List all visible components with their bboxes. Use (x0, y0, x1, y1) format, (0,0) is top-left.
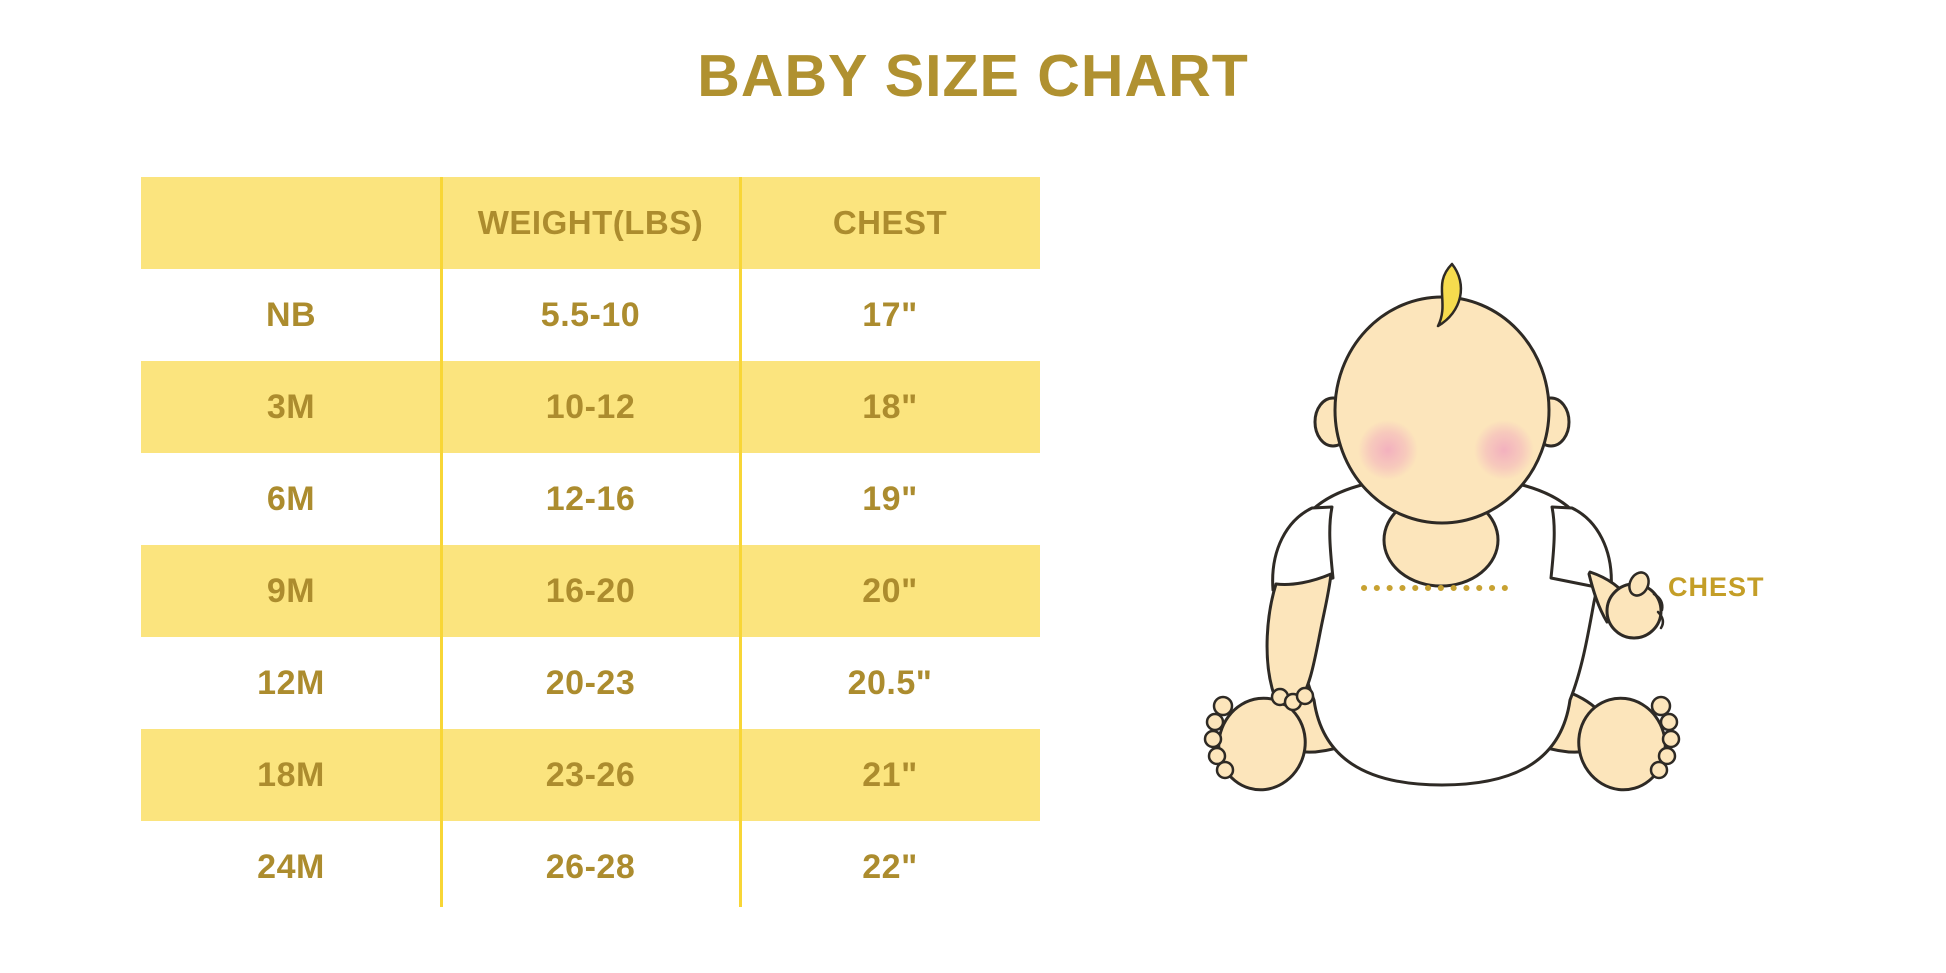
column-divider-1 (440, 177, 443, 907)
size-table-body: NB 5.5-10 17" 3M 10-12 18" 6M 12-16 19" 9M 16-20 20… (141, 269, 1040, 913)
cell-chest: 17" (862, 295, 918, 334)
cell-chest: 19" (862, 479, 918, 518)
table-row: NB 5.5-10 17" (141, 269, 1040, 361)
baby-illustration: CHEST (1190, 250, 1810, 810)
table-header-row: WEIGHT(LBS) CHEST (141, 177, 1040, 269)
table-row: 6M 12-16 19" (141, 453, 1040, 545)
cell-size: 24M (257, 847, 325, 886)
baby-left-foot (1203, 695, 1307, 792)
cell-chest: 20" (862, 571, 918, 610)
baby-figure-graphic (1203, 262, 1681, 792)
cell-chest: 22" (862, 847, 918, 886)
baby-head (1333, 295, 1551, 525)
header-size (141, 177, 441, 269)
cell-weight_lbs: 23-26 (545, 755, 636, 794)
table-row: 3M 10-12 18" (141, 361, 1040, 453)
baby-right-foot (1577, 695, 1681, 792)
baby-legs (1203, 682, 1681, 792)
baby-left-arm (1265, 572, 1333, 712)
cell-weight_lbs: 5.5-10 (540, 295, 641, 334)
cell-size: 6M (266, 479, 316, 518)
cell-weight_lbs: 12-16 (545, 479, 636, 518)
baby-right-arm (1587, 570, 1665, 640)
cell-chest: 18" (862, 387, 918, 426)
table-row: 12M 20-23 20.5" (141, 637, 1040, 729)
header-weight: WEIGHT(LBS) (477, 204, 704, 241)
table-row: 24M 26-28 22" (141, 821, 1040, 913)
baby-hair-curl (1436, 262, 1463, 328)
cell-weight_lbs: 16-20 (545, 571, 636, 610)
size-table: WEIGHT(LBS) CHEST NB 5.5-10 17" 3M 10-12 18" 6… (141, 177, 1040, 913)
cell-size: 18M (257, 755, 325, 794)
cell-size: 3M (266, 387, 316, 426)
baby-right-cheek-blush (1474, 420, 1534, 480)
table-row: 18M 23-26 21" (141, 729, 1040, 821)
cell-weight_lbs: 26-28 (545, 847, 636, 886)
cell-size: NB (265, 295, 317, 334)
cell-size: 12M (257, 663, 325, 702)
cell-weight_lbs: 20-23 (545, 663, 636, 702)
column-divider-2 (739, 177, 742, 907)
cell-size: 9M (266, 571, 316, 610)
chest-measurement-label: CHEST (1668, 572, 1765, 602)
cell-weight_lbs: 10-12 (545, 387, 636, 426)
table-row: 9M 16-20 20" (141, 545, 1040, 637)
page-title: BABY SIZE CHART (697, 43, 1249, 109)
cell-chest: 21" (862, 755, 918, 794)
cell-chest: 20.5" (847, 663, 933, 702)
baby-left-cheek-blush (1358, 420, 1418, 480)
header-chest: CHEST (832, 204, 948, 241)
